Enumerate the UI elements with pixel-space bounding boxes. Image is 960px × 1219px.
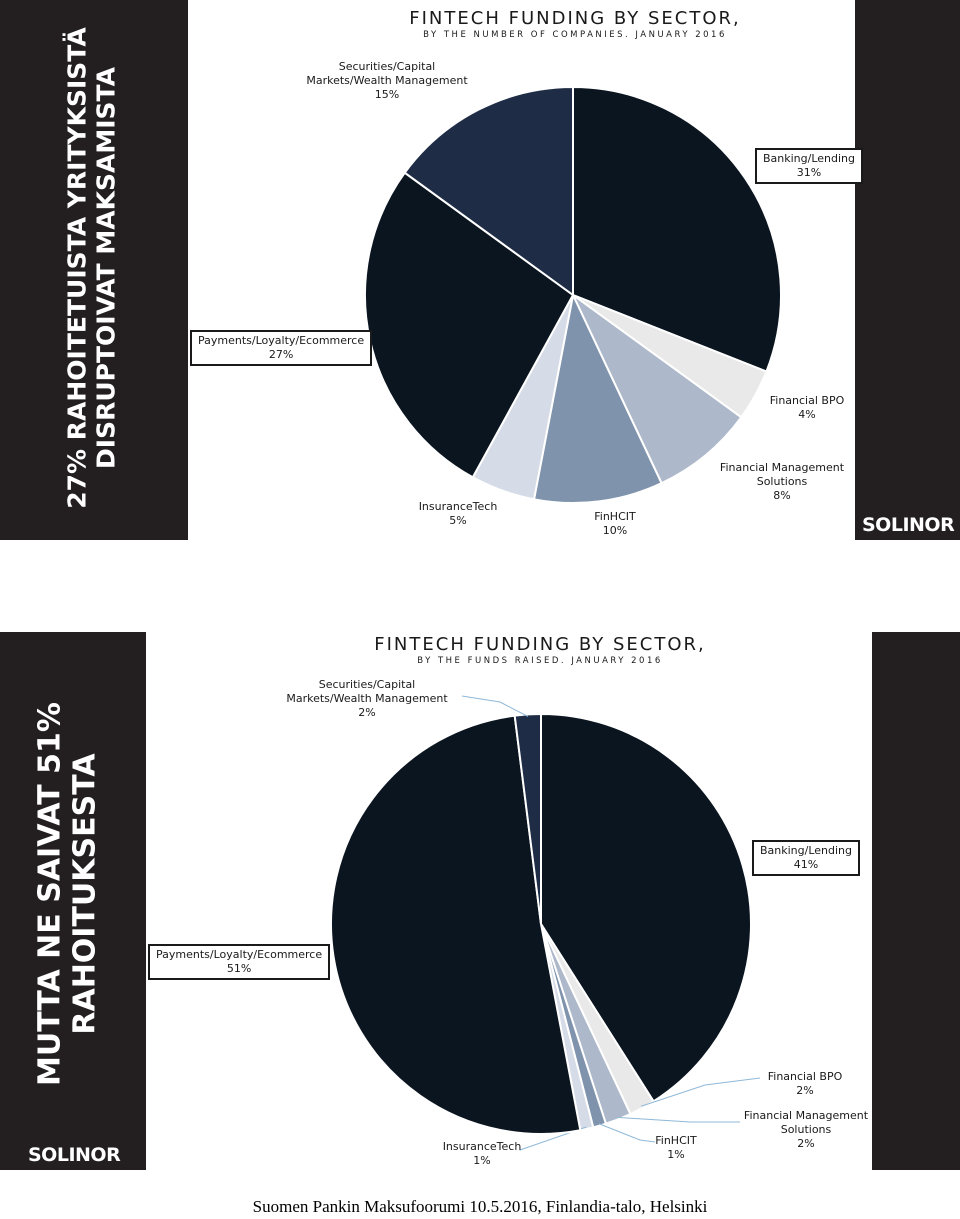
pie-chart-funds — [330, 695, 761, 1151]
slice-label-payments: Payments/Loyalty/Ecommerce 51% — [148, 944, 331, 980]
slice-label-finhcit: FinHCIT 10% — [594, 510, 636, 537]
chart-title-block: FINTECH FUNDING BY SECTOR, BY THE FUNDS … — [345, 634, 735, 666]
pie-slice-financial-management — [572, 294, 743, 485]
pie-slice-securities — [513, 712, 542, 925]
slice-label-insurancetech: InsuranceTech 1% — [442, 1140, 522, 1167]
pie-slice-banking — [540, 712, 752, 1103]
pie-slice-securities — [403, 85, 574, 297]
right-bar — [855, 0, 960, 540]
leader-line-financial-bpo — [641, 1077, 761, 1107]
leader-line-finhcit — [598, 1123, 656, 1143]
slice-label-financial-management: Financial Management Solutions 8% — [719, 461, 845, 502]
slice-label-securities: Securities/Capital Markets/Wealth Managem… — [286, 678, 448, 719]
leader-line-securities — [461, 695, 529, 717]
pie-slice-banking — [572, 85, 782, 373]
slice-label-financial-management: Financial Management Solutions 2% — [743, 1109, 869, 1150]
pie-slice-finhcit — [532, 291, 663, 504]
slice-label-financial-bpo: Financial BPO 4% — [769, 394, 845, 421]
slice-label-securities: Securities/Capital Markets/Wealth Managem… — [306, 60, 468, 101]
slice-label-banking: Banking/Lending 31% — [755, 148, 864, 184]
slide-funds: MUTTA NE SAIVAT 51% RAHOITUKSESTA SOLINO… — [0, 632, 960, 1170]
pie-chart-companies — [364, 85, 782, 504]
slice-label-insurancetech: InsuranceTech 5% — [418, 500, 498, 527]
pie-slice-payments — [330, 714, 582, 1135]
leader-line-insurancetech — [519, 1126, 587, 1151]
slice-label-banking: Banking/Lending 41% — [752, 840, 861, 876]
solinor-logo: SOLINOR — [28, 1144, 121, 1166]
left-title-bar — [0, 632, 146, 1170]
chart-title: FINTECH FUNDING BY SECTOR, — [374, 634, 706, 655]
slide-companies: 27% RAHOITETUISTA YRITYKSISTÄ DISRUPTOIV… — [0, 0, 960, 540]
left-title-bar — [0, 0, 188, 540]
chart-subtitle: BY THE FUNDS RAISED. JANUARY 2016 — [417, 656, 663, 666]
chart-subtitle: BY THE NUMBER OF COMPANIES. JANUARY 2016 — [423, 30, 727, 40]
chart-title: FINTECH FUNDING BY SECTOR, — [409, 8, 741, 29]
slice-label-payments: Payments/Loyalty/Ecommerce 27% — [190, 330, 373, 366]
solinor-logo: SOLINOR — [862, 514, 955, 536]
footer-caption: Suomen Pankin Maksufoorumi 10.5.2016, Fi… — [252, 1197, 708, 1216]
slice-label-finhcit: FinHCIT 1% — [655, 1134, 697, 1161]
slice-label-financial-bpo: Financial BPO 2% — [767, 1070, 843, 1097]
chart-title-block: FINTECH FUNDING BY SECTOR, BY THE NUMBER… — [380, 8, 770, 40]
leader-line-financial-management — [617, 1116, 740, 1123]
right-bar — [872, 632, 960, 1170]
